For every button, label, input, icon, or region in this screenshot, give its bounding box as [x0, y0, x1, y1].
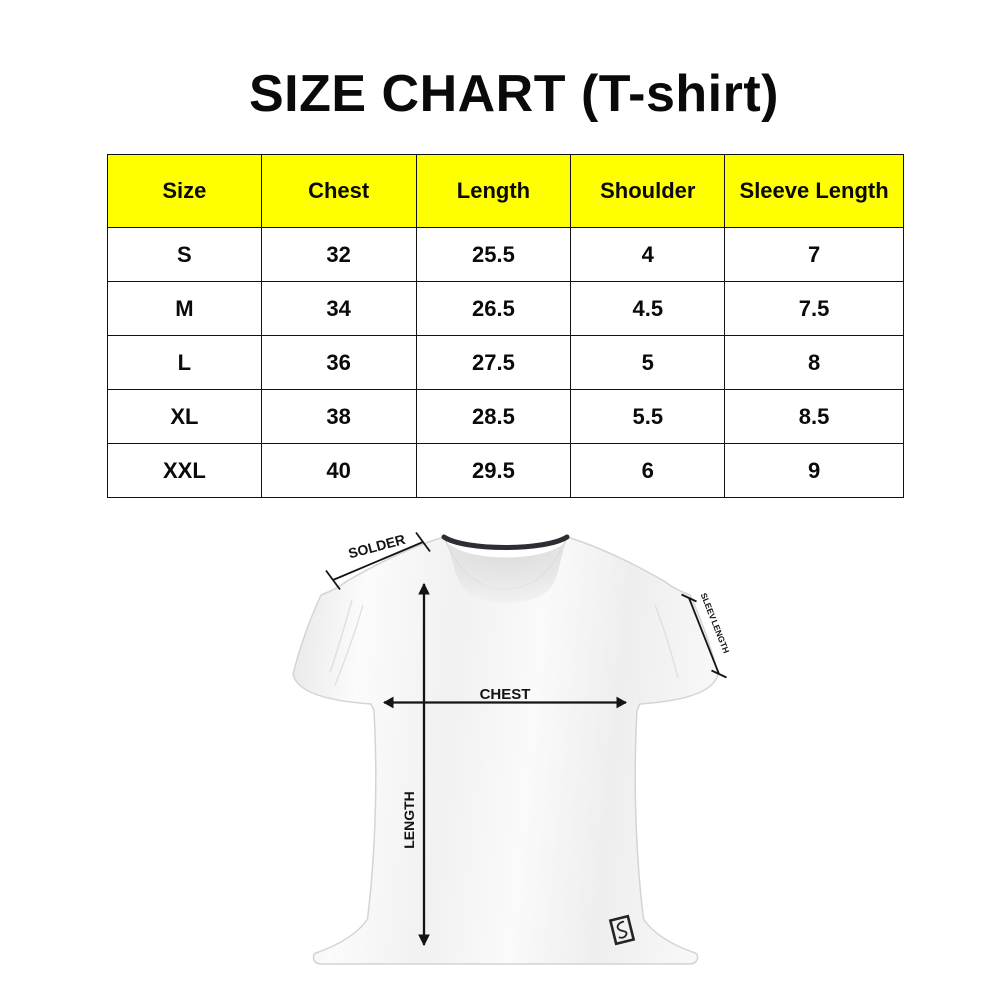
svg-text:LENGTH: LENGTH — [401, 791, 417, 849]
svg-text:CHEST: CHEST — [480, 686, 531, 703]
svg-text:SLEEV: SLEEV — [699, 591, 719, 621]
svg-text:LENGTH: LENGTH — [709, 619, 731, 655]
